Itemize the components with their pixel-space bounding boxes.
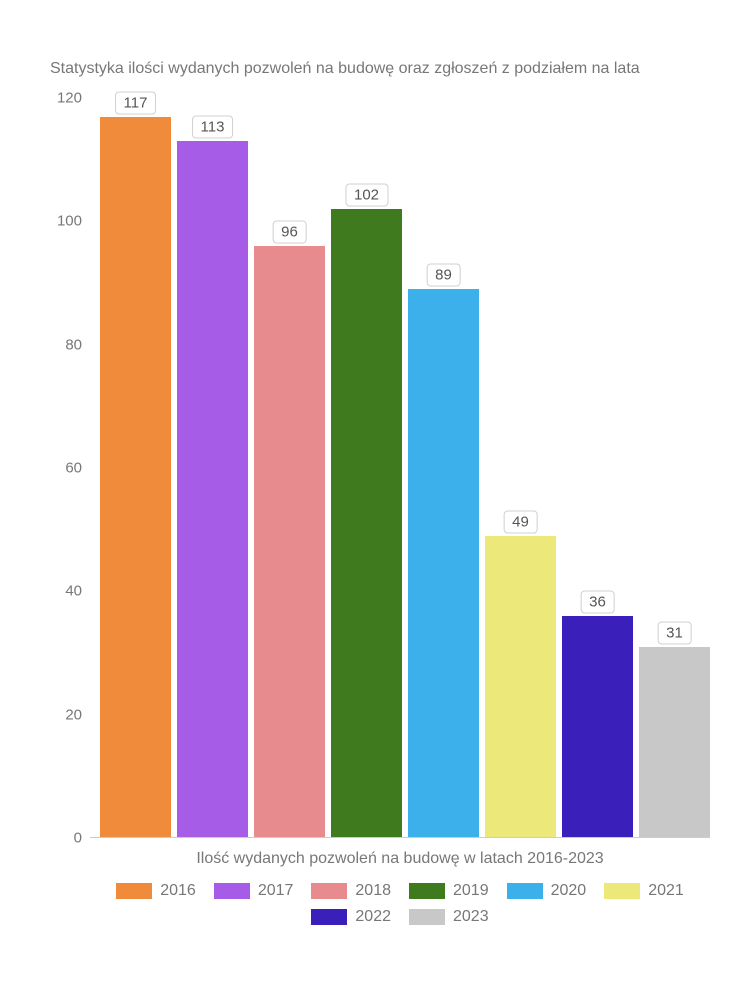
bar-2019: 102 — [331, 209, 402, 838]
legend-item-2021: 2021 — [604, 882, 684, 900]
legend-item-2018: 2018 — [311, 882, 391, 900]
bar-2018: 96 — [254, 246, 325, 838]
legend-swatch — [116, 883, 152, 899]
baseline — [90, 837, 710, 838]
bar-2020: 89 — [408, 289, 479, 838]
legend-swatch — [311, 909, 347, 925]
chart-title: Statystyka ilości wydanych pozwoleń na b… — [50, 60, 710, 78]
bar-value-label: 36 — [580, 591, 615, 614]
x-axis-label: Ilość wydanych pozwoleń na budowę w lata… — [90, 850, 710, 868]
legend-item-2022: 2022 — [311, 908, 391, 926]
bar-value-label: 49 — [503, 510, 538, 533]
bar-2022: 36 — [562, 616, 633, 838]
y-tick: 100 — [57, 213, 82, 230]
bar-value-label: 102 — [345, 184, 388, 207]
legend: 2016 2017 2018 2019 2020 2021 2022 2023 — [90, 882, 710, 926]
y-tick: 60 — [65, 460, 82, 477]
legend-label: 2022 — [355, 908, 391, 926]
bar-2023: 31 — [639, 647, 710, 838]
legend-swatch — [604, 883, 640, 899]
legend-swatch — [311, 883, 347, 899]
y-tick: 80 — [65, 336, 82, 353]
legend-swatch — [409, 883, 445, 899]
bar-value-label: 113 — [192, 116, 234, 139]
legend-label: 2018 — [355, 882, 391, 900]
bar-value-label: 31 — [657, 621, 692, 644]
legend-label: 2016 — [160, 882, 196, 900]
legend-label: 2017 — [258, 882, 294, 900]
bars-group: 1171139610289493631 — [100, 98, 710, 838]
legend-item-2023: 2023 — [409, 908, 489, 926]
legend-swatch — [214, 883, 250, 899]
y-axis: 020406080100120 — [50, 98, 90, 838]
legend-item-2019: 2019 — [409, 882, 489, 900]
legend-swatch — [409, 909, 445, 925]
chart-container: Statystyka ilości wydanych pozwoleń na b… — [50, 60, 710, 926]
legend-label: 2023 — [453, 908, 489, 926]
legend-label: 2021 — [648, 882, 684, 900]
y-tick: 20 — [65, 706, 82, 723]
legend-item-2017: 2017 — [214, 882, 294, 900]
y-tick: 120 — [57, 90, 82, 107]
y-tick: 0 — [74, 830, 82, 847]
legend-item-2016: 2016 — [116, 882, 196, 900]
y-tick: 40 — [65, 583, 82, 600]
bar-2021: 49 — [485, 536, 556, 838]
legend-label: 2020 — [551, 882, 587, 900]
bar-value-label: 89 — [426, 264, 461, 287]
bar-value-label: 96 — [272, 221, 307, 244]
plot-area: 020406080100120 1171139610289493631 — [90, 98, 710, 838]
legend-swatch — [507, 883, 543, 899]
bar-2017: 113 — [177, 141, 248, 838]
legend-label: 2019 — [453, 882, 489, 900]
legend-item-2020: 2020 — [507, 882, 587, 900]
bar-value-label: 117 — [115, 91, 157, 114]
bar-2016: 117 — [100, 117, 171, 839]
